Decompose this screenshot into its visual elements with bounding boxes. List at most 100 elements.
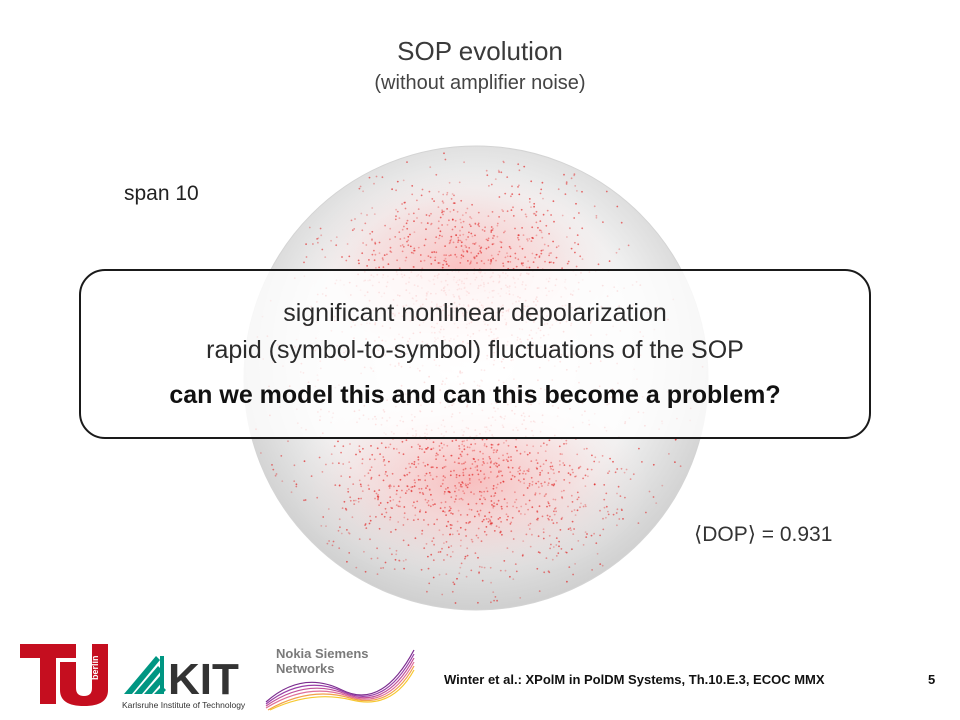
sop-point [428, 190, 431, 193]
sop-point [450, 512, 452, 514]
sop-point [440, 442, 443, 445]
sop-point [466, 446, 469, 449]
sop-point [565, 181, 568, 184]
sop-point [547, 472, 550, 474]
sop-point [425, 214, 428, 216]
sop-point [616, 508, 619, 511]
sop-point [399, 496, 402, 499]
sop-point [450, 545, 453, 547]
sop-point [501, 209, 503, 211]
sop-point [468, 521, 471, 524]
sop-point [419, 491, 421, 494]
sop-point [565, 442, 568, 445]
sop-point [619, 495, 622, 497]
sop-point [528, 482, 531, 485]
sop-point [584, 474, 587, 477]
sop-point [583, 448, 586, 450]
sop-point [498, 457, 500, 460]
sop-point [574, 251, 576, 254]
sop-point [469, 216, 471, 218]
sop-point [435, 251, 438, 254]
sop-point [401, 228, 404, 231]
sop-point [367, 484, 370, 487]
sop-point [599, 563, 602, 565]
sop-point [335, 244, 338, 247]
sop-point [450, 527, 452, 530]
sop-point [571, 468, 574, 471]
sop-point [468, 247, 471, 249]
sop-point [281, 480, 284, 483]
sop-point [344, 507, 347, 510]
sop-point [496, 443, 499, 446]
sop-point [457, 509, 460, 512]
sop-point [406, 518, 409, 521]
sop-point [445, 488, 447, 490]
sop-point [479, 250, 482, 253]
sop-point [479, 490, 481, 493]
sop-point [624, 496, 626, 499]
sop-point [581, 227, 584, 230]
sop-point [578, 212, 580, 214]
sop-point [455, 474, 458, 476]
sop-point [369, 538, 371, 541]
sop-point [295, 483, 298, 486]
sop-point [490, 460, 493, 463]
sop-point [478, 245, 481, 247]
sop-point [511, 193, 514, 196]
sop-point [570, 494, 573, 497]
nsn-line-2: Networks [276, 661, 335, 676]
sop-point [512, 505, 514, 508]
sop-point [455, 256, 458, 258]
sop-point [502, 459, 505, 462]
sop-point [402, 524, 405, 526]
sop-point [375, 492, 378, 495]
sop-point [645, 511, 647, 514]
callout-line-1: significant nonlinear depolarization [283, 299, 667, 327]
sop-point [509, 247, 512, 250]
sop-point [402, 245, 405, 248]
sop-point [512, 206, 514, 209]
sop-point [377, 495, 380, 498]
sop-point [603, 484, 606, 486]
sop-point [531, 252, 534, 255]
sop-point [570, 529, 572, 532]
sop-point [575, 475, 577, 478]
sop-point [417, 456, 420, 458]
sop-point [327, 508, 330, 510]
sop-point [468, 477, 471, 480]
sop-point [507, 456, 510, 459]
sop-point [591, 454, 593, 457]
sop-point [460, 245, 463, 247]
sop-point [362, 190, 364, 193]
sop-point [414, 514, 417, 517]
sop-point [390, 531, 392, 533]
sop-point [462, 255, 465, 258]
sop-point [459, 526, 462, 529]
sop-point [478, 513, 480, 515]
sop-point [481, 229, 484, 231]
sop-point [454, 485, 456, 487]
sop-point [360, 485, 363, 488]
sop-point [629, 478, 632, 480]
sop-point [655, 502, 658, 504]
sop-point [403, 474, 406, 477]
sop-point [510, 459, 512, 462]
sop-point [487, 520, 490, 523]
sop-point [443, 443, 445, 446]
sop-point [453, 469, 455, 472]
sop-point [495, 464, 497, 467]
sop-point [526, 487, 529, 489]
sop-point [502, 160, 505, 163]
sop-point [375, 516, 377, 518]
sop-point [395, 549, 398, 552]
sop-point [572, 533, 575, 535]
sop-point [443, 210, 445, 213]
sop-point [389, 500, 392, 502]
sop-point [571, 520, 574, 523]
sop-point [490, 601, 492, 604]
sop-point [551, 465, 554, 468]
sop-point [599, 534, 601, 537]
sop-point [541, 469, 543, 472]
sop-point [308, 226, 311, 229]
sop-point [445, 525, 448, 528]
